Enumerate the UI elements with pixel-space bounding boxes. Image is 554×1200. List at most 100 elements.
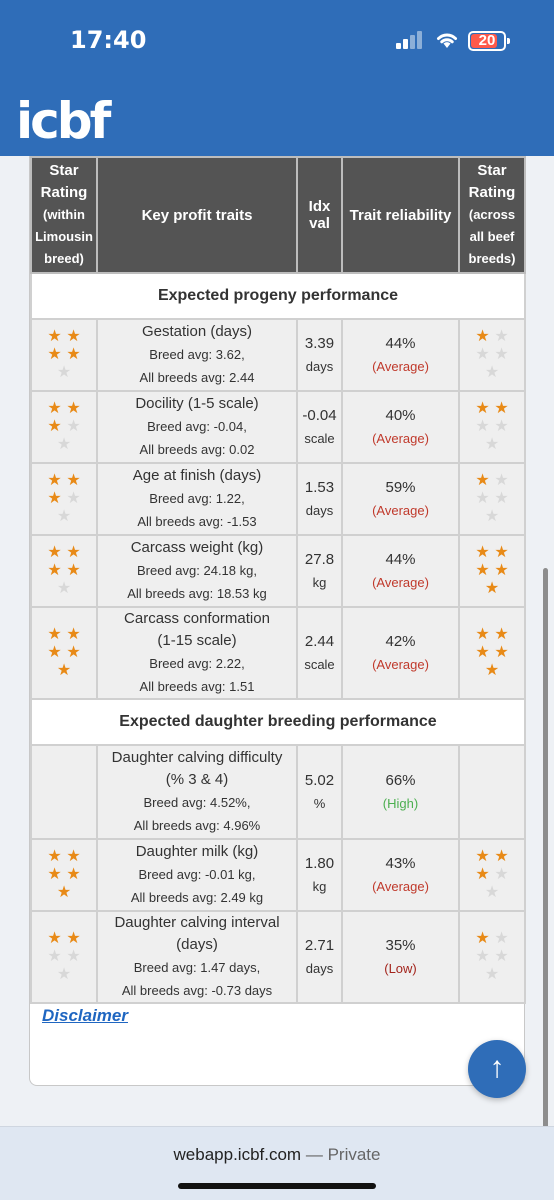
breed-average: Breed avg: 4.52%,	[143, 795, 251, 810]
index-value: 5.02	[304, 772, 335, 789]
star-icon: ★	[494, 472, 509, 489]
star-rating-across-cell	[458, 744, 526, 840]
address-bar[interactable]: webapp.icbf.com — Private	[0, 1145, 554, 1165]
profit-traits-table: Star Rating (within Limousin breed) Key prof…	[30, 156, 526, 1004]
trait-cell: Daughter calving difficulty (% 3 & 4) Bree…	[96, 744, 298, 840]
trait-cell: Carcass weight (kg) Breed avg: 24.18 kg, A…	[96, 534, 298, 608]
reliability-value: 44%	[385, 335, 416, 352]
star-icon: ★	[475, 930, 490, 947]
star-icon: ★	[47, 346, 62, 363]
star-icon: ★	[66, 626, 81, 643]
table-row: ★ ★ ★ ★ ★ Carcass conformation (1-15 scale) Bre…	[30, 606, 526, 700]
star-rating-across-cell: ★ ★ ★ ★ ★	[458, 390, 526, 464]
trait-cell: Docility (1-5 scale) Breed avg: -0.04, All…	[96, 390, 298, 464]
all-breeds-average: All breeds avg: 0.02	[139, 442, 255, 457]
star-rating-within-cell	[30, 744, 98, 840]
star-icon: ★	[475, 626, 490, 643]
star-rating: ★ ★ ★ ★ ★	[42, 400, 86, 454]
scroll-to-top-button[interactable]: ↑	[468, 1040, 526, 1098]
reliability-level: (Low)	[384, 961, 417, 976]
star-icon: ★	[47, 544, 62, 561]
url-text: webapp.icbf.com	[173, 1145, 302, 1164]
breed-average: Breed avg: 2.22,	[149, 656, 245, 671]
trait-cell: Daughter milk (kg) Breed avg: -0.01 kg, Al…	[96, 838, 298, 912]
star-icon: ★	[494, 866, 509, 883]
all-breeds-average: All breeds avg: 2.44	[139, 370, 255, 385]
star-icon: ★	[494, 544, 509, 561]
star-icon: ★	[56, 580, 72, 597]
all-breeds-average: All breeds avg: 2.49 kg	[130, 890, 264, 905]
header-line: breed)	[44, 251, 84, 266]
star-icon: ★	[47, 848, 62, 865]
trait-name: Carcass weight (kg)	[130, 539, 264, 556]
table-row: ★ ★ ★ ★ ★ Docility (1-5 scale) Breed avg: -0.0…	[30, 390, 526, 464]
scrollbar[interactable]	[543, 568, 548, 1126]
reliability-level: (Average)	[372, 657, 429, 672]
star-rating: ★ ★ ★ ★ ★	[470, 328, 514, 382]
index-unit: days	[305, 359, 334, 374]
star-icon: ★	[66, 490, 81, 507]
header-line: Star	[49, 162, 79, 179]
index-unit: days	[305, 503, 334, 518]
index-unit: %	[313, 796, 326, 811]
index-value: 1.80	[304, 855, 335, 872]
star-icon: ★	[47, 472, 62, 489]
star-icon: ★	[66, 644, 81, 661]
star-rating: ★ ★ ★ ★ ★	[470, 848, 514, 902]
star-icon: ★	[47, 328, 62, 345]
all-breeds-average: All breeds avg: 18.53 kg	[127, 586, 267, 601]
trait-cell: Carcass conformation (1-15 scale) Breed av…	[96, 606, 298, 700]
reliability-cell: 59% (Average)	[341, 462, 460, 536]
reliability-cell: 43% (Average)	[341, 838, 460, 912]
star-icon: ★	[475, 400, 490, 417]
trait-name: Carcass conformation	[124, 610, 270, 627]
reliability-level: (Average)	[372, 503, 429, 518]
trait-name: (% 3 & 4)	[165, 771, 229, 788]
star-icon: ★	[484, 884, 500, 901]
trait-cell: Daughter calving interval (days) Breed avg…	[96, 910, 298, 1004]
star-icon: ★	[494, 490, 509, 507]
star-icon: ★	[47, 930, 62, 947]
star-icon: ★	[484, 364, 500, 381]
reliability-level: (Average)	[372, 879, 429, 894]
index-value-cell: 5.02%	[296, 744, 343, 840]
star-icon: ★	[475, 418, 490, 435]
star-icon: ★	[66, 562, 81, 579]
index-value-cell: 2.44 scale	[296, 606, 343, 700]
home-indicator[interactable]	[178, 1183, 376, 1189]
reliability-cell: 35% (Low)	[341, 910, 460, 1004]
index-value: 3.39	[304, 335, 335, 352]
header-line: Rating	[468, 184, 516, 201]
reliability-cell: 40% (Average)	[341, 390, 460, 464]
reliability-value: 35%	[385, 937, 416, 954]
star-icon: ★	[66, 930, 81, 947]
star-rating-across-cell: ★ ★ ★ ★ ★	[458, 838, 526, 912]
star-icon: ★	[475, 848, 490, 865]
star-icon: ★	[47, 644, 62, 661]
table-row: ★ ★ ★ ★ ★ Daughter milk (kg) Breed avg: -0.01 …	[30, 838, 526, 912]
icbf-logo[interactable]: icbf	[16, 92, 111, 150]
star-icon: ★	[494, 562, 509, 579]
trait-name: Age at finish (days)	[132, 467, 262, 484]
star-rating-within-cell: ★ ★ ★ ★ ★	[30, 838, 98, 912]
index-value-cell: 1.80 kg	[296, 838, 343, 912]
all-breeds-average: All breeds avg: -0.73 days	[121, 983, 273, 998]
url-separator: —	[305, 1145, 323, 1164]
disclaimer-link[interactable]: Disclaimer	[42, 1006, 128, 1025]
app-header: icbf	[0, 80, 554, 156]
reliability-level: (High)	[382, 796, 419, 811]
star-icon: ★	[484, 508, 500, 525]
table-row: ★ ★ ★ ★ ★ Daughter calving interval (days) Bree…	[30, 910, 526, 1004]
star-icon: ★	[47, 400, 62, 417]
star-icon: ★	[66, 400, 81, 417]
star-rating-within-cell: ★ ★ ★ ★ ★	[30, 534, 98, 608]
star-icon: ★	[47, 626, 62, 643]
page-content: Star Rating (within Limousin breed) Key prof…	[0, 156, 554, 1126]
star-icon: ★	[66, 544, 81, 561]
breed-average: Breed avg: -0.04,	[147, 419, 247, 434]
breed-average: Breed avg: 24.18 kg,	[137, 563, 257, 578]
header-line: Idx	[308, 198, 331, 215]
header-line: Limousin	[35, 229, 93, 244]
index-value-cell: 2.71 days	[296, 910, 343, 1004]
star-rating: ★ ★ ★ ★ ★	[42, 328, 86, 382]
